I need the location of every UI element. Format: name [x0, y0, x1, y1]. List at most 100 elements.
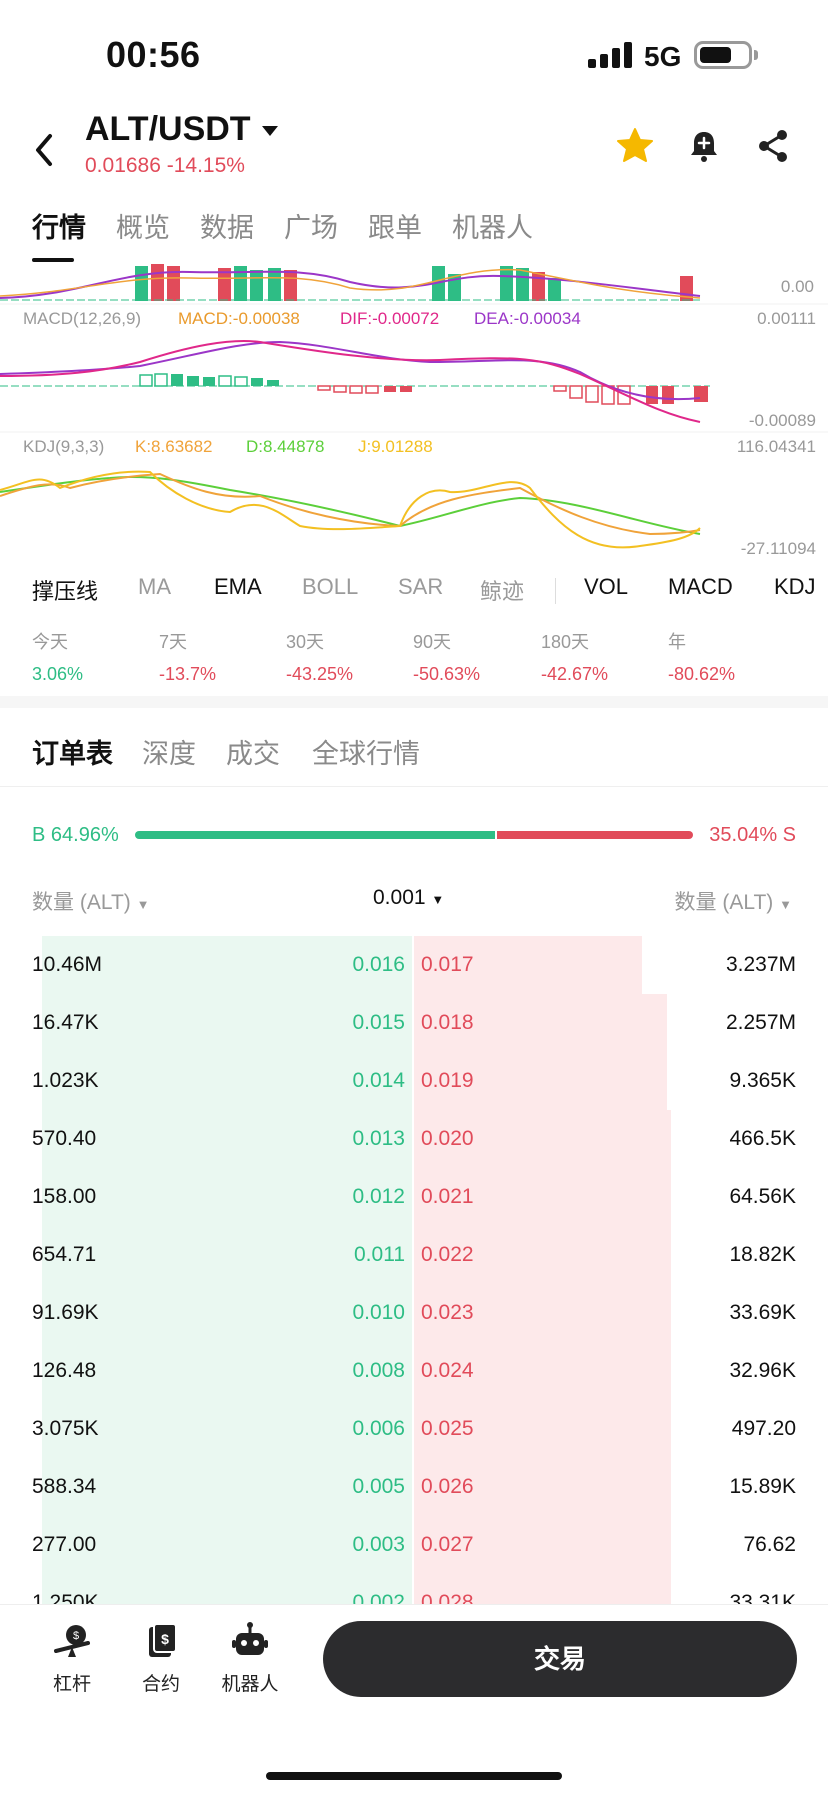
robot-button[interactable]: 机器人 — [210, 1621, 290, 1696]
tab-global-market[interactable]: 全球行情 — [312, 739, 420, 769]
ind-tab-ma[interactable]: MA — [138, 574, 171, 599]
ind-tab-sar[interactable]: SAR — [398, 574, 444, 599]
perf-90d: 90天 -50.63% — [413, 632, 481, 684]
tab-square[interactable]: 广场 — [284, 213, 338, 243]
macd-axis-top: 0.00111 — [757, 309, 816, 328]
macd-value: MACD:-0.00038 — [178, 309, 300, 328]
bid-quantity: 126.48 — [32, 1359, 97, 1382]
ind-tab-macd[interactable]: MACD — [668, 574, 733, 599]
ask-price[interactable]: 0.025 — [421, 1417, 474, 1440]
tab-bots[interactable]: 机器人 — [452, 213, 533, 243]
sell-ratio: 35.04% S — [709, 824, 796, 846]
price-precision-select[interactable]: 0.001 ▼ — [373, 886, 445, 909]
ask-price[interactable]: 0.021 — [421, 1185, 474, 1208]
bid-price[interactable]: 0.013 — [352, 1127, 405, 1150]
ind-tab-ema[interactable]: EMA — [214, 574, 262, 599]
bid-price[interactable]: 0.010 — [352, 1301, 405, 1324]
bid-price[interactable]: 0.006 — [352, 1417, 405, 1440]
kdj-k-value: K:8.63682 — [135, 437, 213, 456]
ask-qty-unit-select[interactable]: 数量 (ALT) ▼ — [674, 891, 793, 914]
orderbook-row[interactable]: 10.46M 0.016 0.017 3.237M — [0, 936, 828, 994]
buy-ratio-bar — [135, 831, 495, 839]
sell-ratio-bar — [497, 831, 693, 839]
ask-depth-bar — [414, 1110, 671, 1168]
tab-depth[interactable]: 深度 — [142, 739, 196, 769]
ask-price[interactable]: 0.020 — [421, 1127, 474, 1150]
orderbook-row[interactable]: 1.250K 0.002 0.028 33.31K — [0, 1574, 828, 1604]
bid-price[interactable]: 0.005 — [352, 1475, 405, 1498]
contract-button[interactable]: $ 合约 — [121, 1621, 201, 1696]
bid-qty-unit-select[interactable]: 数量 (ALT) ▼ — [32, 891, 150, 914]
ask-quantity: 466.5K — [729, 1127, 796, 1150]
perf-30d: 30天 -43.25% — [286, 632, 354, 684]
ask-quantity: 3.237M — [725, 953, 796, 976]
orderbook-row[interactable]: 570.40 0.013 0.020 466.5K — [0, 1110, 828, 1168]
tab-data[interactable]: 数据 — [200, 213, 254, 243]
ask-depth-bar — [414, 1574, 671, 1604]
leverage-button[interactable]: $ 杠杆 — [32, 1621, 112, 1696]
ask-price[interactable]: 0.022 — [421, 1243, 474, 1266]
bid-price[interactable]: 0.008 — [352, 1359, 405, 1382]
tab-orderbook[interactable]: 订单表 — [32, 739, 113, 769]
ind-tab-whale[interactable]: 鲸迹 — [480, 579, 525, 604]
bid-quantity: 277.00 — [32, 1533, 97, 1556]
back-icon[interactable] — [30, 130, 60, 170]
orderbook-header: 数量 (ALT) ▼ 0.001 ▼ 数量 (ALT) ▼ — [0, 886, 828, 916]
ask-price[interactable]: 0.019 — [421, 1069, 474, 1092]
ind-tab-support[interactable]: 撑压线 — [32, 579, 99, 604]
ind-tab-kdj[interactable]: KDJ — [774, 574, 816, 599]
bid-price[interactable]: 0.003 — [352, 1533, 405, 1556]
chevron-down-icon[interactable] — [259, 123, 281, 139]
trade-button[interactable]: 交易 — [323, 1621, 797, 1697]
tab-trades[interactable]: 成交 — [226, 739, 280, 769]
orderbook-row[interactable]: 3.075K 0.006 0.025 497.20 — [0, 1400, 828, 1458]
bid-price[interactable]: 0.016 — [352, 953, 405, 976]
orderbook-row[interactable]: 654.71 0.011 0.022 18.82K — [0, 1226, 828, 1284]
ask-price[interactable]: 0.017 — [421, 953, 474, 976]
star-icon[interactable] — [615, 126, 655, 166]
leverage-icon: $ — [54, 1625, 90, 1657]
orderbook-row[interactable]: 277.00 0.003 0.027 76.62 — [0, 1516, 828, 1574]
bid-quantity: 10.46M — [32, 953, 103, 976]
share-icon[interactable] — [756, 128, 790, 164]
bid-price[interactable]: 0.012 — [352, 1185, 405, 1208]
ask-price[interactable]: 0.027 — [421, 1533, 474, 1556]
orderbook-row[interactable]: 158.00 0.012 0.021 64.56K — [0, 1168, 828, 1226]
tab-copytrade[interactable]: 跟单 — [368, 213, 422, 243]
ask-price[interactable]: 0.024 — [421, 1359, 474, 1382]
bell-plus-icon[interactable] — [686, 128, 722, 164]
ask-depth-bar — [414, 1284, 671, 1342]
kdj-j-value: J:9.01288 — [358, 437, 433, 456]
kdj-name: KDJ(9,3,3) — [23, 437, 104, 456]
bid-price[interactable]: 0.011 — [354, 1243, 405, 1266]
bid-depth-bar — [42, 1168, 412, 1226]
ask-price[interactable]: 0.023 — [421, 1301, 474, 1324]
orderbook-tabs: 订单表 深度 成交 全球行情 — [0, 732, 828, 776]
indicator-chart[interactable]: 0.00 MACD(12,26,9) MACD:-0.00038 DIF:-0.… — [0, 262, 828, 562]
ask-price[interactable]: 0.018 — [421, 1011, 474, 1034]
divider — [0, 786, 828, 787]
tab-market[interactable]: 行情 — [32, 213, 86, 243]
ind-tab-boll[interactable]: BOLL — [302, 574, 359, 599]
orderbook-row[interactable]: 126.48 0.008 0.024 32.96K — [0, 1342, 828, 1400]
orderbook-row[interactable]: 588.34 0.005 0.026 15.89K — [0, 1458, 828, 1516]
bid-price[interactable]: 0.002 — [352, 1591, 405, 1604]
pair-title[interactable]: ALT/USDT — [85, 110, 251, 148]
orderbook-row[interactable]: 1.023K 0.014 0.019 9.365K — [0, 1052, 828, 1110]
battery-tip — [754, 50, 758, 60]
ask-quantity: 76.62 — [743, 1533, 796, 1556]
ask-price[interactable]: 0.026 — [421, 1475, 474, 1498]
ask-quantity: 15.89K — [729, 1475, 796, 1498]
ask-quantity: 18.82K — [729, 1243, 796, 1266]
bid-price[interactable]: 0.014 — [352, 1069, 405, 1092]
orderbook-row[interactable]: 16.47K 0.015 0.018 2.257M — [0, 994, 828, 1052]
tab-overview[interactable]: 概览 — [116, 213, 170, 243]
bid-depth-bar — [42, 1052, 412, 1110]
bid-price[interactable]: 0.015 — [352, 1011, 405, 1034]
robot-icon — [232, 1622, 268, 1655]
orderbook-row[interactable]: 91.69K 0.010 0.023 33.69K — [0, 1284, 828, 1342]
ind-tab-vol[interactable]: VOL — [584, 574, 629, 599]
ask-price[interactable]: 0.028 — [421, 1591, 474, 1604]
bid-quantity: 1.250K — [32, 1591, 99, 1604]
buy-sell-ratio: B 64.96% 35.04% S — [0, 822, 828, 852]
